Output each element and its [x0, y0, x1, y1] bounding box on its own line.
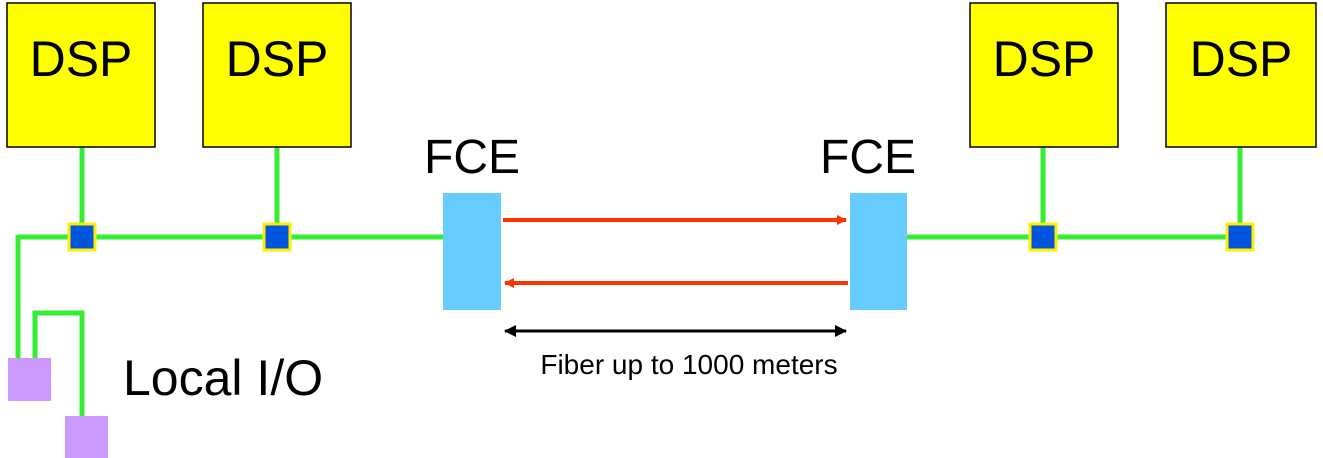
dsp-4-label: DSP	[1190, 31, 1293, 87]
fce-right-label: FCE	[820, 131, 916, 184]
right-bus	[907, 145, 1243, 240]
bus-node-4	[1225, 222, 1255, 252]
bus-node-3	[1028, 222, 1058, 252]
dsp-2-label: DSP	[226, 31, 329, 87]
dsp-box-3: DSP	[969, 2, 1119, 148]
local-io-module-1	[8, 358, 51, 401]
dsp-1-label: DSP	[30, 31, 133, 87]
bus-node-1	[67, 222, 97, 252]
local-io-label: Local I/O	[123, 350, 323, 406]
fce-left: FCE	[424, 131, 520, 310]
dsp-box-2: DSP	[202, 2, 352, 148]
dsp-box-1: DSP	[6, 2, 156, 148]
dsp-3-label: DSP	[993, 31, 1096, 87]
fce-left-label: FCE	[424, 131, 520, 184]
bus-node-2	[262, 222, 292, 252]
fiber-distance-label: Fiber up to 1000 meters	[540, 349, 837, 380]
fce-right: FCE	[820, 131, 916, 310]
local-io-module-2	[65, 416, 108, 458]
local-io-wire	[32, 310, 85, 420]
dsp-box-4: DSP	[1165, 2, 1317, 148]
